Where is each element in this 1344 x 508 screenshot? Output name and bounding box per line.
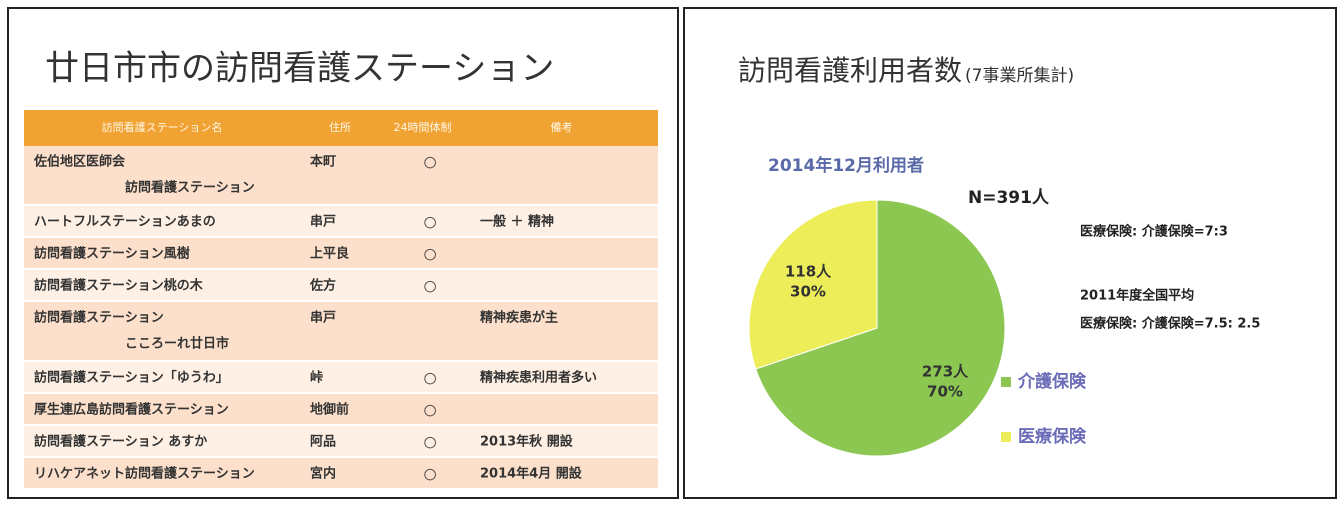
header-cell: 住所	[329, 120, 351, 134]
cell-address: 本町	[310, 154, 336, 170]
cell-address: 宮内	[310, 466, 336, 482]
chart-title: 訪問看護利用者数	[738, 54, 962, 87]
cell-address: 峠	[310, 370, 323, 386]
cell-address: 上平良	[310, 246, 349, 262]
table-row	[24, 362, 658, 392]
percent-label: 70%	[927, 383, 963, 401]
cell-name: 訪問看護ステーション	[125, 180, 255, 196]
annotation: 医療保険: 介護保険=7.5: 2.5	[1080, 316, 1260, 332]
cell-name: リハケアネット訪問看護ステーション	[34, 466, 255, 482]
cell-name: ハートフルステーションあまの	[34, 215, 216, 230]
cell-note: 2014年4月 開設	[480, 466, 583, 482]
cell-24h: ○	[423, 245, 436, 263]
annotation: 医療保険: 介護保険=7:3	[1080, 224, 1228, 240]
cell-name: 訪問看護ステーション桃の木	[34, 278, 204, 294]
cell-note: 2013年秋 開設	[480, 434, 574, 450]
legend-swatch	[1001, 377, 1011, 387]
cell-name: 訪問看護ステーション	[34, 310, 164, 326]
header-cell: 備考	[551, 121, 573, 134]
table-row	[24, 458, 658, 488]
cell-name: 訪問看護ステーション あすか	[34, 434, 207, 450]
pie-slice	[755, 199, 1006, 457]
cell-note: 一般 ＋ 精神	[480, 214, 554, 230]
cell-24h: ○	[423, 153, 436, 171]
cell-address: 地御前	[310, 402, 349, 418]
chart-title-note: (7事業所集計)	[965, 66, 1074, 86]
cell-name: こころーれ廿日市	[125, 336, 229, 352]
legend-label: 医療保険	[1018, 426, 1087, 447]
cell-24h: ○	[423, 433, 436, 451]
pie-slice	[748, 199, 878, 370]
header-cell: 訪問看護ステーション名	[102, 120, 223, 134]
percent-label: 30%	[790, 283, 826, 301]
cell-address: 阿品	[310, 435, 336, 450]
cell-note: 精神疾患利用者多い	[480, 370, 597, 386]
table-row	[24, 426, 658, 456]
table-row	[24, 238, 658, 268]
table-row	[24, 270, 658, 300]
chart-subtitle: 2014年12月利用者	[768, 155, 924, 176]
cell-name: 佐伯地区医師会	[33, 154, 126, 170]
cell-address: 串戸	[310, 310, 336, 326]
slide-title: 廿日市市の訪問看護ステーション	[45, 49, 554, 89]
cell-name: 厚生連広島訪問看護ステーション	[34, 402, 229, 418]
cell-name: 訪問看護ステーション風樹	[34, 246, 190, 262]
cell-name: 訪問看護ステーション「ゆうわ」	[34, 370, 229, 386]
total-label: N=391人	[968, 188, 1050, 208]
legend-label: 介護保険	[1017, 371, 1087, 392]
cell-24h: ○	[423, 369, 436, 387]
value-label: 273人	[922, 363, 969, 381]
cell-24h: ○	[423, 277, 436, 295]
table-header	[24, 110, 658, 146]
table-row	[24, 394, 658, 424]
cell-note: 精神疾患が主	[480, 310, 558, 326]
legend-swatch	[1001, 432, 1011, 442]
cell-address: 佐方	[309, 278, 336, 294]
cell-24h: ○	[423, 465, 436, 483]
header-cell: 24時間体制	[394, 120, 452, 134]
cell-address: 串戸	[310, 214, 336, 230]
table-row	[24, 206, 658, 236]
table-row	[24, 302, 658, 360]
cell-24h: ○	[423, 213, 436, 231]
value-label: 118人	[785, 263, 832, 281]
cell-24h: ○	[423, 401, 436, 419]
annotation: 2011年度全国平均	[1080, 288, 1194, 304]
table-row	[24, 146, 658, 204]
